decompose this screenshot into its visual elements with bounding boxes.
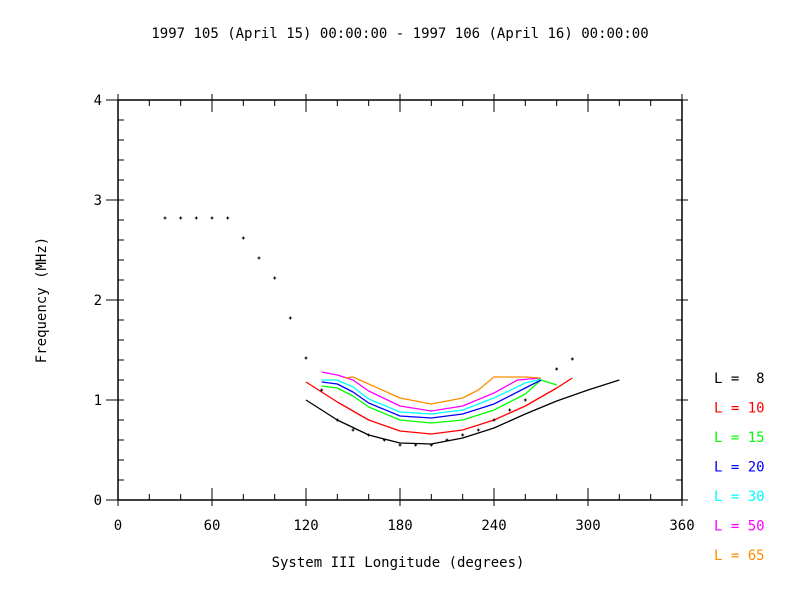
legend-entry: L = 10: [714, 401, 765, 417]
x-tick-label: 120: [293, 518, 318, 534]
legend-entry: L = 20: [714, 460, 765, 476]
observed-point: [257, 256, 261, 260]
observed-point: [210, 216, 214, 220]
y-tick-label: 3: [94, 193, 102, 209]
y-tick-label: 1: [94, 393, 102, 409]
legend-entry: L = 30: [714, 489, 765, 505]
series-line-10: [305, 377, 573, 435]
observed-point: [555, 367, 559, 371]
y-tick-label: 4: [94, 93, 102, 109]
observed-point: [241, 236, 245, 240]
x-tick-label: 60: [204, 518, 221, 534]
series-lines: [305, 371, 620, 445]
plot-axes: [106, 94, 688, 506]
x-tick-labels: 0 60 120 180 240 300 360: [114, 518, 695, 534]
legend-entry: L = 15: [714, 430, 765, 446]
observed-point: [163, 216, 167, 220]
observed-point: [335, 418, 339, 422]
observed-points: [163, 216, 574, 447]
observed-point: [508, 408, 512, 412]
observed-point: [382, 438, 386, 442]
observed-point: [523, 398, 527, 402]
legend-entry: L = 65: [714, 548, 765, 564]
observed-point: [179, 216, 183, 220]
observed-point: [476, 428, 480, 432]
observed-point: [194, 216, 198, 220]
y-axis-label: Frequency (MHz): [34, 237, 50, 363]
observed-point: [288, 316, 292, 320]
y-tick-label: 2: [94, 293, 102, 309]
observed-point: [492, 418, 496, 422]
x-tick-label: 240: [481, 518, 506, 534]
observed-point: [445, 438, 449, 442]
observed-point: [367, 433, 371, 437]
observed-point: [304, 356, 308, 360]
y-tick-labels: 0 1 2 3 4: [94, 93, 102, 509]
x-tick-label: 180: [387, 518, 412, 534]
x-tick-label: 300: [575, 518, 600, 534]
legend-entry: L = 8: [714, 371, 765, 387]
series-line-20: [321, 379, 542, 419]
observed-point: [414, 443, 418, 447]
chart-title: 1997 105 (April 15) 00:00:00 - 1997 106 …: [151, 26, 648, 42]
series-line-30: [321, 378, 542, 415]
legend: L = 8 L = 10 L = 15 L = 20 L = 30 L = 50 L = 6…: [714, 371, 765, 564]
x-tick-label: 360: [669, 518, 694, 534]
observed-point: [273, 276, 277, 280]
observed-point: [320, 388, 324, 392]
observed-point: [461, 433, 465, 437]
x-axis-label: System III Longitude (degrees): [272, 555, 525, 571]
legend-entry: L = 50: [714, 519, 765, 535]
series-line-65: [345, 376, 542, 405]
observed-point: [570, 357, 574, 361]
observed-point: [226, 216, 230, 220]
x-tick-label: 0: [114, 518, 122, 534]
series-line-8: [305, 379, 620, 445]
y-tick-label: 0: [94, 493, 102, 509]
observed-point: [351, 428, 355, 432]
observed-point: [398, 443, 402, 447]
observed-point: [429, 443, 433, 447]
series-line-15: [321, 379, 557, 424]
